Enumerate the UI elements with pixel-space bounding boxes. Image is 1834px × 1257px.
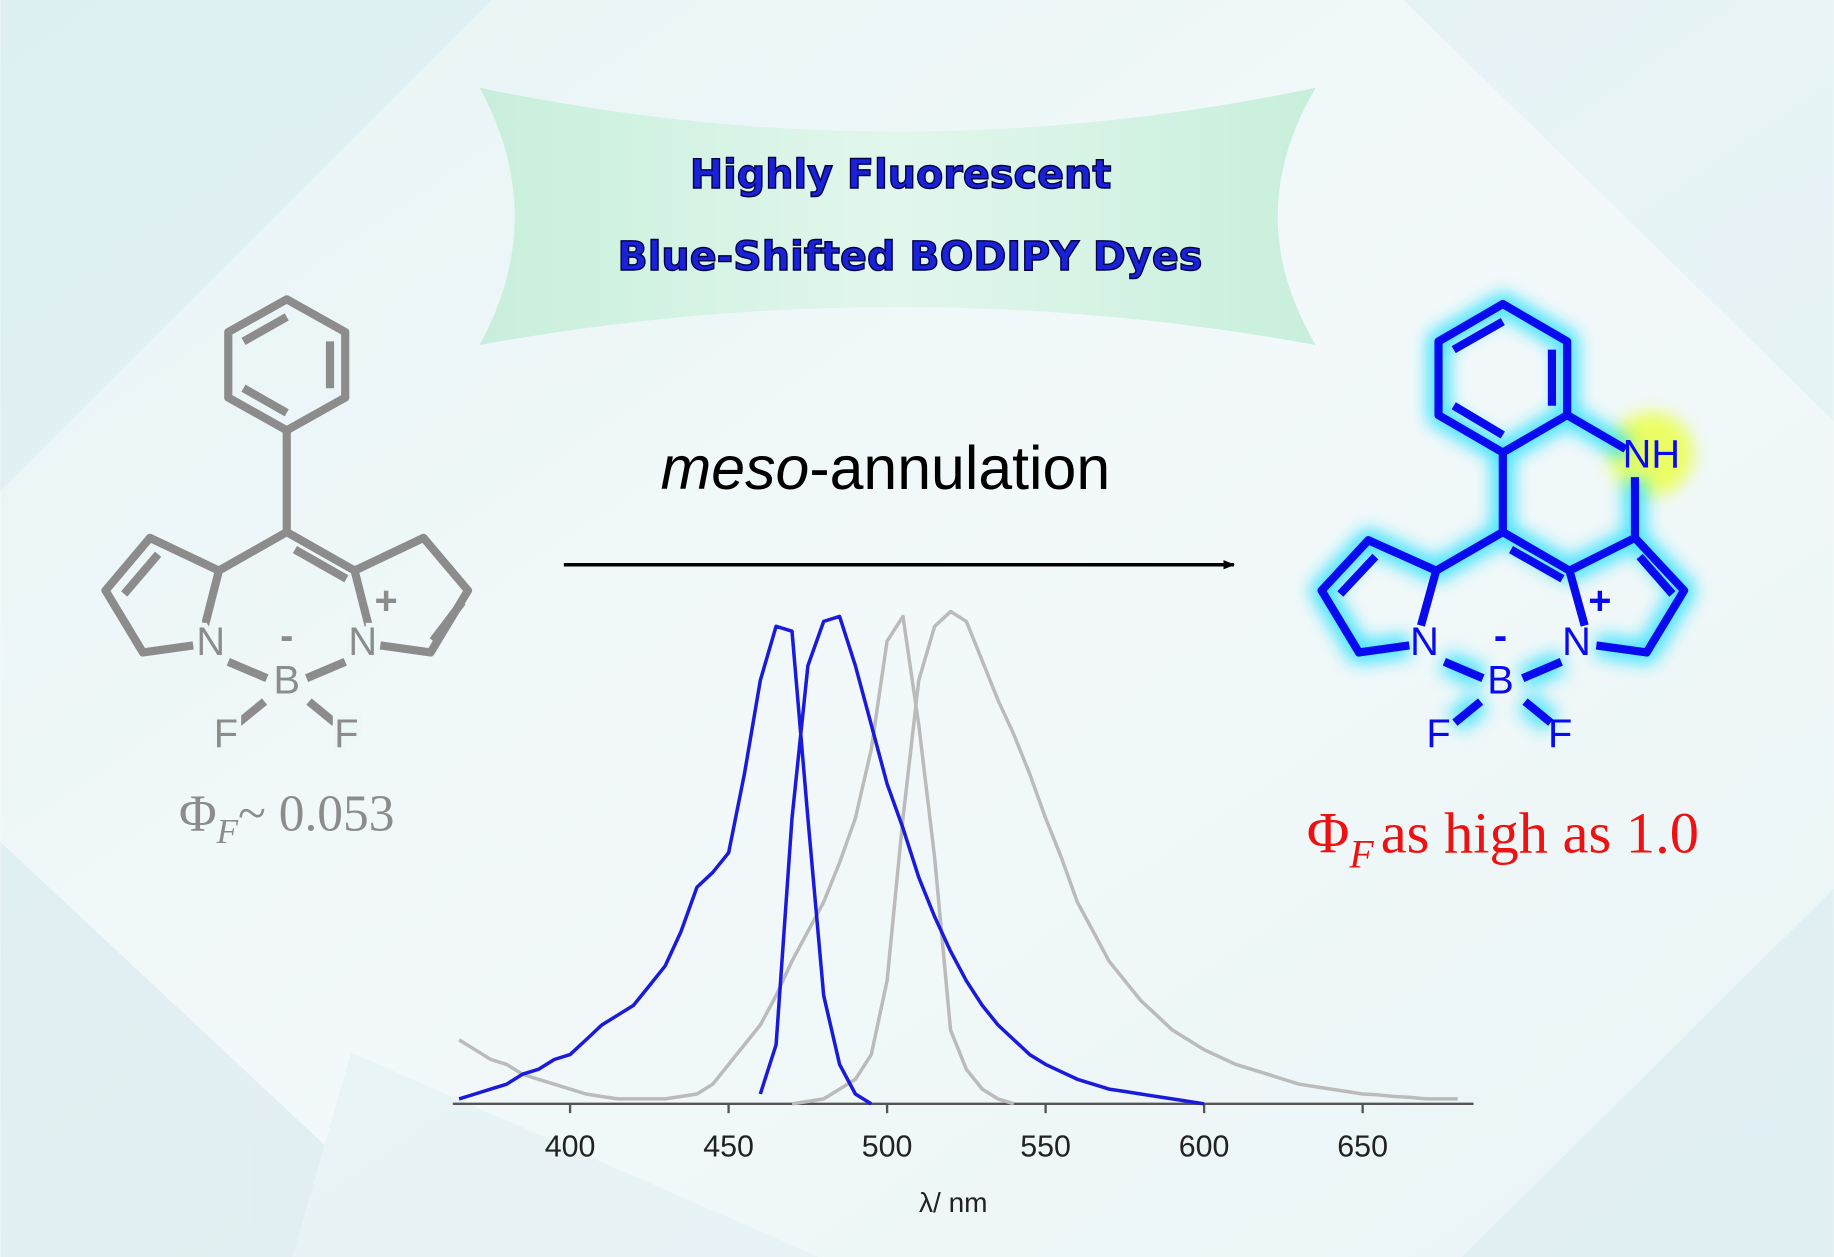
atom-label: N xyxy=(1562,620,1591,664)
charge: - xyxy=(1494,614,1507,658)
yield-symbol: Φ xyxy=(179,785,217,842)
charge: + xyxy=(375,579,398,623)
x-tick-label: 650 xyxy=(1337,1129,1388,1163)
yield-subscript: F xyxy=(1348,832,1374,876)
spectrum-line xyxy=(758,614,1205,1106)
x-axis-label: λ/ nm xyxy=(919,1187,988,1218)
atom-label: F xyxy=(334,712,358,756)
atom-label: F xyxy=(1548,712,1572,756)
spectrum-line xyxy=(458,614,1015,1106)
x-tick-label: 600 xyxy=(1179,1129,1230,1163)
atom-label: NH xyxy=(1623,433,1680,477)
atom-label: N xyxy=(1410,620,1439,664)
x-tick-label: 500 xyxy=(862,1129,913,1163)
atom-label: B xyxy=(1487,658,1514,702)
nh-highlight xyxy=(1609,411,1694,496)
banner xyxy=(479,87,1316,345)
arrow-label-rest: -annulation xyxy=(809,434,1110,502)
charge: + xyxy=(1588,579,1611,623)
banner-line: Blue-Shifted BODIPY Dyes xyxy=(618,234,1203,280)
yield-subscript: F xyxy=(216,812,239,851)
quantum-yield: ΦF as high as 1.0 xyxy=(1307,801,1699,876)
atom-label: N xyxy=(348,620,377,664)
spectrum-line xyxy=(458,624,873,1106)
arrow-label: meso-annulation xyxy=(661,434,1111,502)
atom-label: N xyxy=(196,620,225,664)
right-molecule xyxy=(1309,292,1696,732)
yield-text: ~ 0.053 xyxy=(238,785,394,842)
x-tick-label: 400 xyxy=(545,1129,596,1163)
banner-line: Highly Fluorescent xyxy=(690,152,1111,198)
x-tick-label: 550 xyxy=(1020,1129,1071,1163)
atom-label: F xyxy=(1426,712,1450,756)
x-tick-label: 450 xyxy=(703,1129,754,1163)
yield-symbol: Φ xyxy=(1307,801,1350,866)
arrow-label-italic: meso xyxy=(661,434,810,502)
atom-label: F xyxy=(214,712,238,756)
charge: - xyxy=(280,614,293,658)
yield-text: as high as 1.0 xyxy=(1381,801,1699,866)
left-molecule xyxy=(101,295,473,726)
spectrum-chart: 400 450 500 550 600 650 xyxy=(452,609,1474,1163)
atom-label: B xyxy=(273,658,300,702)
spectrum-line xyxy=(791,609,1458,1106)
quantum-yield: ΦF~ 0.053 xyxy=(179,785,394,851)
